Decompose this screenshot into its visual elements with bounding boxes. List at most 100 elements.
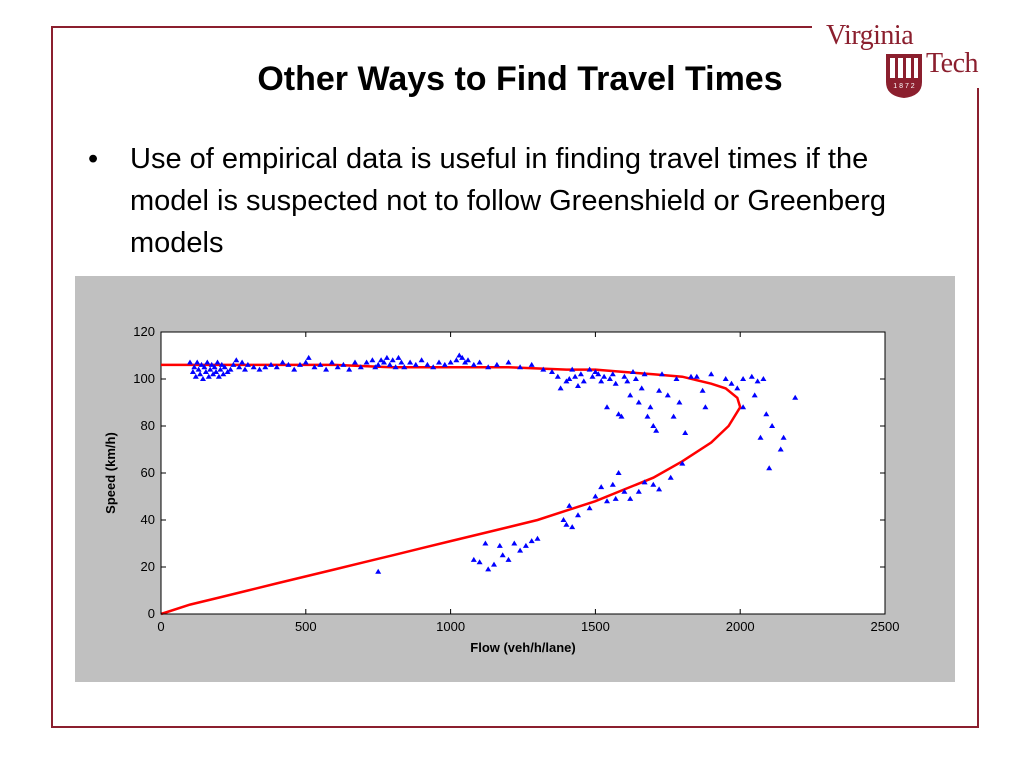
data-point bbox=[604, 498, 610, 504]
data-point bbox=[566, 502, 573, 508]
data-point bbox=[505, 359, 512, 365]
data-point bbox=[430, 364, 437, 370]
data-point bbox=[244, 361, 251, 367]
y-tick-label: 80 bbox=[141, 418, 155, 433]
data-point bbox=[213, 369, 219, 374]
data-point bbox=[722, 376, 729, 381]
virginia-tech-logo: Virginia 1 8 7 2 Tech bbox=[818, 20, 986, 110]
data-point bbox=[659, 371, 665, 377]
plot-area bbox=[160, 331, 886, 615]
data-point bbox=[220, 371, 227, 377]
data-point bbox=[606, 376, 613, 381]
data-point bbox=[630, 369, 636, 374]
x-tick-label: 500 bbox=[295, 619, 317, 634]
bullet-symbol: • bbox=[88, 143, 99, 175]
data-point bbox=[647, 404, 654, 410]
x-tick-label: 2500 bbox=[871, 619, 900, 634]
data-point bbox=[386, 361, 393, 367]
data-point bbox=[465, 357, 471, 363]
data-point bbox=[757, 434, 764, 440]
data-point bbox=[763, 411, 770, 417]
speed-flow-chart: 0 500 1000 1500 2000 2500 0 20 40 60 80 100 120 Flow… bbox=[103, 324, 899, 655]
data-point bbox=[592, 369, 599, 374]
data-point bbox=[612, 380, 619, 386]
x-axis-label: Flow (veh/h/lane) bbox=[470, 640, 575, 655]
data-point bbox=[615, 411, 622, 417]
data-point bbox=[214, 359, 221, 365]
data-point bbox=[205, 373, 212, 379]
frame-line bbox=[51, 26, 979, 728]
data-point bbox=[575, 512, 581, 518]
data-point bbox=[740, 376, 747, 381]
chart-ticks: 0 500 1000 1500 2000 2500 0 20 40 60 80 100 120 bbox=[133, 324, 899, 634]
data-point bbox=[635, 488, 642, 494]
data-point bbox=[207, 366, 214, 372]
data-point bbox=[656, 486, 663, 492]
data-point bbox=[401, 364, 408, 370]
data-point bbox=[728, 380, 735, 386]
data-point bbox=[780, 434, 787, 440]
data-point bbox=[201, 364, 208, 370]
data-point bbox=[560, 517, 567, 522]
data-point bbox=[340, 361, 347, 367]
data-point bbox=[557, 385, 564, 391]
data-point bbox=[517, 547, 524, 553]
data-point bbox=[575, 383, 581, 388]
logo-word-tech: Tech bbox=[926, 48, 979, 79]
data-point bbox=[191, 364, 198, 370]
y-tick-label: 60 bbox=[141, 465, 155, 480]
data-point bbox=[673, 376, 680, 381]
data-point bbox=[256, 366, 263, 372]
data-point bbox=[215, 373, 222, 379]
data-point bbox=[211, 364, 218, 370]
data-point bbox=[664, 392, 671, 398]
data-point bbox=[667, 474, 674, 480]
data-point bbox=[760, 376, 767, 381]
data-point bbox=[653, 427, 660, 433]
data-point bbox=[540, 366, 547, 372]
data-point bbox=[577, 371, 584, 377]
logo-shield-icon: 1 8 7 2 bbox=[886, 54, 922, 98]
data-point bbox=[511, 540, 518, 546]
data-point bbox=[621, 488, 628, 494]
data-point bbox=[621, 373, 628, 379]
data-point bbox=[268, 361, 274, 367]
data-point bbox=[369, 357, 376, 363]
data-point bbox=[297, 361, 303, 367]
data-point bbox=[230, 361, 237, 367]
x-tick-label: 0 bbox=[157, 619, 164, 634]
data-point bbox=[751, 392, 758, 398]
data-point bbox=[601, 373, 608, 379]
data-point bbox=[572, 373, 579, 379]
x-tick-label: 1500 bbox=[581, 619, 610, 634]
data-point bbox=[381, 359, 387, 365]
data-point bbox=[453, 357, 460, 363]
data-point bbox=[233, 357, 240, 363]
data-point bbox=[357, 364, 364, 370]
data-point bbox=[641, 479, 648, 485]
chart-marks bbox=[160, 352, 799, 616]
data-point bbox=[627, 392, 634, 398]
data-point bbox=[505, 556, 512, 562]
data-point bbox=[598, 484, 605, 490]
data-point bbox=[627, 495, 634, 501]
data-point bbox=[189, 369, 196, 374]
data-point bbox=[285, 361, 292, 367]
data-point bbox=[708, 371, 715, 377]
data-point bbox=[676, 399, 683, 405]
data-point bbox=[580, 378, 587, 384]
data-point bbox=[679, 460, 686, 466]
data-point bbox=[650, 423, 657, 428]
data-point bbox=[644, 413, 651, 419]
data-point bbox=[239, 359, 246, 365]
data-point bbox=[418, 357, 425, 363]
data-point bbox=[441, 361, 448, 367]
data-point bbox=[792, 394, 799, 400]
data-point bbox=[612, 495, 619, 501]
x-tick-label: 2000 bbox=[726, 619, 755, 634]
data-point bbox=[769, 423, 776, 428]
data-point bbox=[748, 373, 755, 379]
data-point bbox=[311, 364, 318, 370]
data-point bbox=[638, 385, 645, 391]
